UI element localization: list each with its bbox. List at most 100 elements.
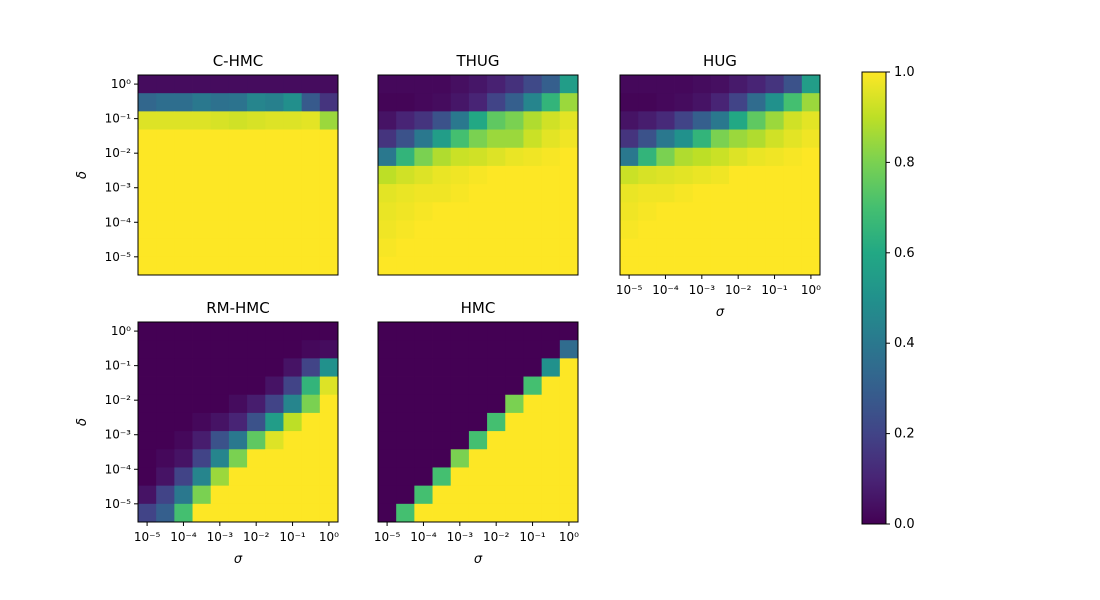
heatmap-cell [265,340,284,359]
panel-frame [137,74,339,276]
heatmap-cell [156,220,175,240]
heatmap-cell [247,358,266,377]
heatmap-cell [210,412,230,432]
heatmap-cell [747,256,766,276]
heatmap-cell [174,220,193,240]
heatmap-cell [210,111,230,130]
x-tick-label: 10⁰ [559,530,579,544]
heatmap-cell [559,485,579,505]
heatmap-cell [192,256,212,276]
heatmap-cell [487,256,506,276]
y-axis-label: δ [75,171,90,179]
heatmap-cell [559,449,579,468]
heatmap-cell [432,184,452,203]
heatmap-cell [138,467,157,487]
heatmap-cell [656,220,675,240]
heatmap-cell [468,256,488,276]
heatmap-cell [138,238,157,258]
heatmap-cell [559,202,579,221]
heatmap-cell [283,220,303,240]
heatmap-cell [247,129,266,149]
heatmap-cell [638,93,657,112]
heatmap-cell [265,431,284,450]
heatmap-cell [228,93,248,112]
heatmap-cell [414,340,433,359]
heatmap-cell [283,129,303,149]
heatmap-cell [559,340,579,359]
heatmap-cell [301,503,321,523]
heatmap-cell [710,256,730,276]
heatmap-cell [414,322,433,341]
heatmap-cell [523,93,543,112]
heatmap-cell [210,503,230,523]
heatmap-cell [729,111,748,130]
heatmap-cell [692,147,712,167]
panel-thug: THUG [377,52,579,276]
heatmap-cell [156,467,175,487]
heatmap-cell [301,467,321,487]
heatmap-cell [487,202,506,221]
heatmap-cell [468,449,488,468]
heatmap-cell [396,202,415,221]
heatmap-cell [783,202,803,221]
x-tick-label: 10⁻³ [207,530,234,544]
heatmap-cell [674,256,694,276]
heatmap-cell [283,322,303,341]
heatmap-cell [468,467,488,487]
heatmap-cell [228,202,248,221]
heatmap-cell [174,503,193,523]
x-tick-label: 10⁻³ [447,530,474,544]
heatmap-cell [692,111,712,130]
heatmap-cell [432,147,452,167]
heatmap-cell [192,93,212,112]
heatmap-cell [319,220,339,240]
heatmap-cell [523,358,543,377]
colorbar-tick-label: 1.0 [894,65,915,80]
heatmap-cell [783,129,803,149]
heatmap-cell [783,238,803,258]
heatmap-cell [283,412,303,432]
heatmap-cell [283,202,303,221]
heatmap-cell [414,147,433,167]
heatmap-cell [319,129,339,149]
heatmap-cell [210,147,230,167]
heatmap-cell [487,111,506,130]
heatmap-cell [559,322,579,341]
heatmap-cell [192,238,212,258]
heatmap-cell [265,93,284,112]
heatmap-cell [729,75,748,94]
heatmap-cell [783,75,803,94]
heatmap-cell [432,358,452,377]
heatmap-cell [378,220,397,240]
colorbar-tick-label: 0.2 [894,427,915,442]
heatmap-cell [450,431,470,450]
heatmap-cell [505,165,524,185]
heatmap-cell [138,184,157,203]
heatmap-cell [301,220,321,240]
heatmap-cell [801,147,821,167]
heatmap-cell [710,111,730,130]
heatmap-cell [396,93,415,112]
heatmap-cell [523,256,543,276]
heatmap-cell [247,394,266,414]
heatmap-cell [319,503,339,523]
heatmap-cell [710,165,730,185]
heatmap-cell [210,202,230,221]
y-tick-label: 10⁻² [105,393,132,407]
heatmap-cell [674,220,694,240]
heatmap-cell [450,340,470,359]
heatmap-cell [765,256,785,276]
heatmap-cell [138,340,157,359]
heatmap-cell [450,412,470,432]
heatmap-cell [174,358,193,377]
heatmap-cell [468,93,488,112]
heatmap-cell [301,358,321,377]
heatmap-cell [228,256,248,276]
heatmap-cell [210,358,230,377]
heatmap-cell [156,376,175,396]
heatmap-cell [396,340,415,359]
x-tick-label: 10⁰ [801,283,821,297]
y-tick-label: 10⁰ [111,77,131,91]
heatmap-cell [265,412,284,432]
y-tick-label: 10⁻¹ [105,112,132,126]
